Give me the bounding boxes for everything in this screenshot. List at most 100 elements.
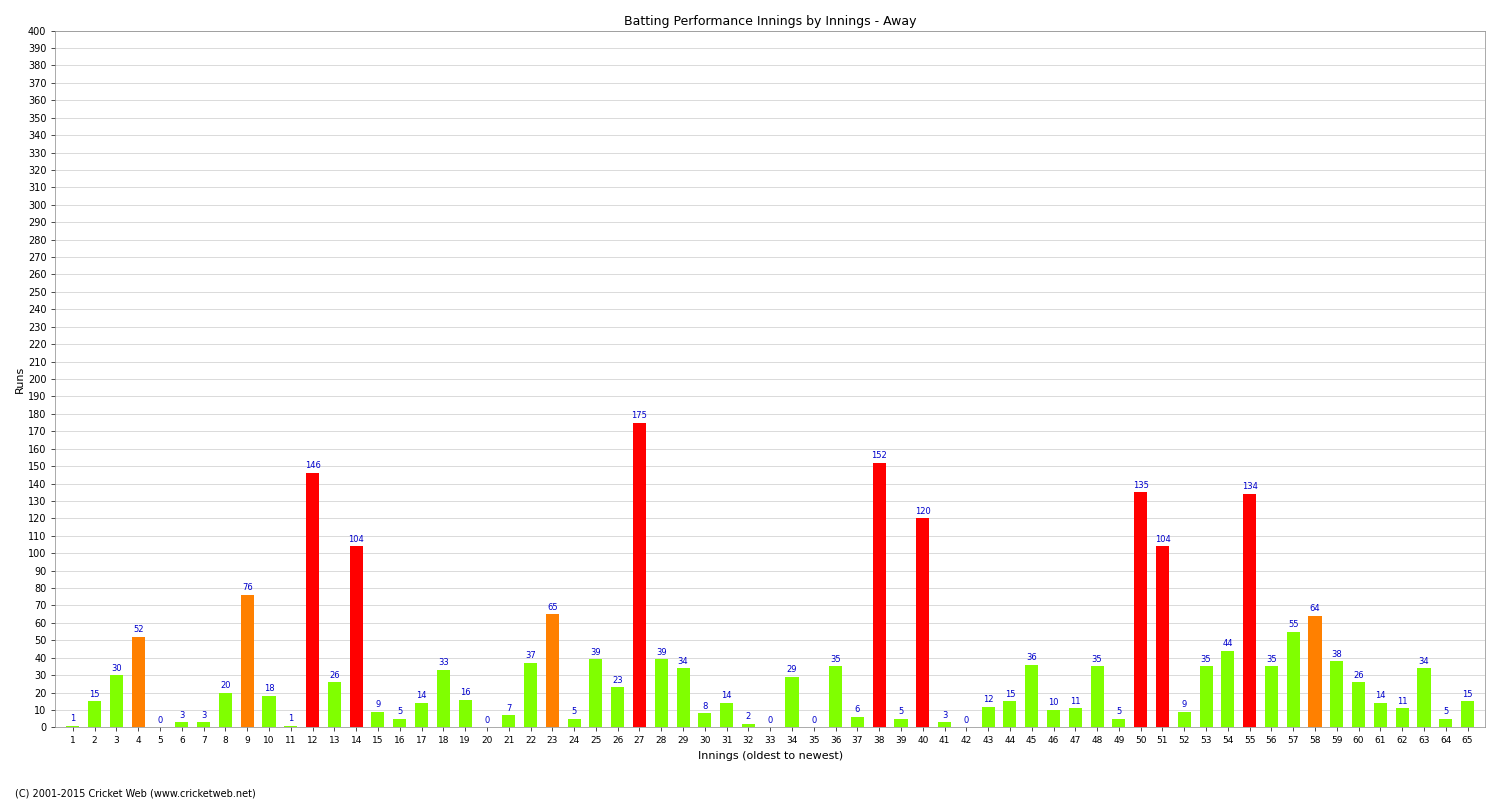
Bar xyxy=(436,670,450,727)
Text: 37: 37 xyxy=(525,651,536,660)
Text: 6: 6 xyxy=(855,706,859,714)
Title: Batting Performance Innings by Innings - Away: Batting Performance Innings by Innings -… xyxy=(624,15,916,28)
Bar xyxy=(1047,710,1060,727)
Text: 0: 0 xyxy=(812,716,816,725)
Bar xyxy=(1374,703,1388,727)
Bar xyxy=(66,726,80,727)
Text: 14: 14 xyxy=(722,691,732,701)
Bar xyxy=(1438,718,1452,727)
Text: 14: 14 xyxy=(417,691,428,701)
Bar xyxy=(567,718,580,727)
Text: 2: 2 xyxy=(746,712,752,722)
Bar xyxy=(894,718,908,727)
Bar xyxy=(1330,662,1344,727)
Bar xyxy=(1024,665,1038,727)
Text: 5: 5 xyxy=(572,707,576,716)
Text: 39: 39 xyxy=(656,648,666,657)
Text: 35: 35 xyxy=(831,655,842,664)
Text: 44: 44 xyxy=(1222,639,1233,648)
Text: (C) 2001-2015 Cricket Web (www.cricketweb.net): (C) 2001-2015 Cricket Web (www.cricketwe… xyxy=(15,788,255,798)
Bar xyxy=(590,659,603,727)
Bar xyxy=(916,518,930,727)
Bar xyxy=(850,717,864,727)
Text: 5: 5 xyxy=(898,707,903,716)
Bar xyxy=(1200,666,1212,727)
Bar xyxy=(1418,668,1431,727)
Text: 10: 10 xyxy=(1048,698,1059,707)
Text: 152: 152 xyxy=(871,451,886,460)
Bar xyxy=(1461,702,1474,727)
Text: 35: 35 xyxy=(1092,655,1102,664)
Text: 64: 64 xyxy=(1310,604,1320,614)
Text: 0: 0 xyxy=(484,716,489,725)
Text: 11: 11 xyxy=(1070,697,1080,706)
Bar xyxy=(284,726,297,727)
Text: 14: 14 xyxy=(1376,691,1386,701)
Text: 36: 36 xyxy=(1026,653,1036,662)
Bar xyxy=(372,712,384,727)
Bar xyxy=(196,722,210,727)
Y-axis label: Runs: Runs xyxy=(15,366,26,393)
Text: 15: 15 xyxy=(1005,690,1016,698)
Bar xyxy=(786,677,798,727)
Bar xyxy=(1156,546,1168,727)
Text: 29: 29 xyxy=(788,666,798,674)
Text: 9: 9 xyxy=(1182,700,1186,709)
Bar xyxy=(830,666,842,727)
Bar xyxy=(654,659,668,727)
Bar xyxy=(699,714,711,727)
Text: 146: 146 xyxy=(304,462,321,470)
Bar xyxy=(524,663,537,727)
Bar xyxy=(676,668,690,727)
Bar xyxy=(1070,708,1082,727)
Text: 15: 15 xyxy=(1462,690,1473,698)
Text: 104: 104 xyxy=(1155,534,1170,544)
Text: 5: 5 xyxy=(398,707,402,716)
Text: 134: 134 xyxy=(1242,482,1257,491)
Text: 34: 34 xyxy=(678,657,688,666)
Text: 30: 30 xyxy=(111,663,122,673)
Text: 0: 0 xyxy=(768,716,772,725)
Bar xyxy=(503,715,515,727)
Text: 1: 1 xyxy=(288,714,294,723)
Text: 3: 3 xyxy=(201,710,207,719)
Text: 55: 55 xyxy=(1288,620,1299,629)
Text: 120: 120 xyxy=(915,506,930,516)
Bar xyxy=(262,696,276,727)
Text: 12: 12 xyxy=(982,695,993,704)
Text: 76: 76 xyxy=(242,583,252,592)
X-axis label: Innings (oldest to newest): Innings (oldest to newest) xyxy=(698,751,843,761)
Bar xyxy=(1221,650,1234,727)
Text: 0: 0 xyxy=(963,716,969,725)
Text: 26: 26 xyxy=(328,670,339,679)
Text: 18: 18 xyxy=(264,685,274,694)
Text: 8: 8 xyxy=(702,702,708,711)
Bar xyxy=(610,687,624,727)
Text: 3: 3 xyxy=(942,710,946,719)
Text: 23: 23 xyxy=(612,676,622,685)
Text: 34: 34 xyxy=(1419,657,1430,666)
Bar xyxy=(1395,708,1408,727)
Bar xyxy=(176,722,189,727)
Text: 0: 0 xyxy=(158,716,162,725)
Bar xyxy=(416,703,428,727)
Bar xyxy=(938,722,951,727)
Bar xyxy=(720,703,734,727)
Bar xyxy=(306,473,320,727)
Bar xyxy=(393,718,406,727)
Text: 3: 3 xyxy=(178,710,184,719)
Text: 104: 104 xyxy=(348,534,364,544)
Text: 35: 35 xyxy=(1200,655,1212,664)
Bar xyxy=(1308,616,1322,727)
Text: 39: 39 xyxy=(591,648,602,657)
Text: 35: 35 xyxy=(1266,655,1276,664)
Bar xyxy=(110,675,123,727)
Text: 5: 5 xyxy=(1116,707,1122,716)
Bar xyxy=(240,595,254,727)
Bar xyxy=(1134,492,1148,727)
Text: 16: 16 xyxy=(460,688,471,697)
Bar xyxy=(1352,682,1365,727)
Text: 7: 7 xyxy=(506,704,512,713)
Text: 5: 5 xyxy=(1443,707,1449,716)
Text: 135: 135 xyxy=(1132,481,1149,490)
